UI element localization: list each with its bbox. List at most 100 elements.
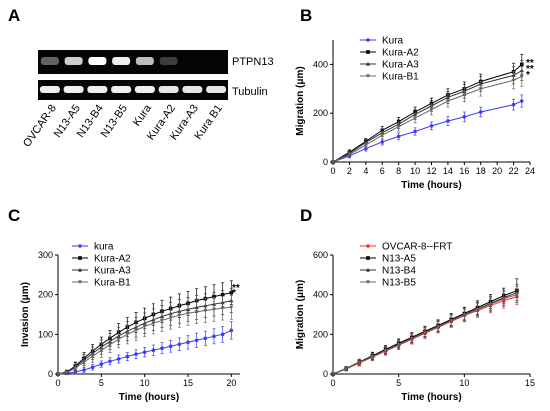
chart-point — [449, 319, 454, 324]
series-line — [332, 70, 523, 163]
chart-point — [151, 321, 156, 326]
x-tick-label: 12 — [426, 166, 436, 176]
chart-point — [194, 338, 199, 343]
chart-point — [347, 153, 352, 157]
chart-point — [380, 133, 385, 138]
chart-point — [90, 365, 95, 370]
chart-point — [177, 313, 182, 318]
chart-point — [168, 316, 173, 320]
y-tick-label: 200 — [38, 290, 53, 300]
series-line — [332, 76, 522, 163]
chart-point — [363, 143, 368, 148]
chart-point — [366, 50, 370, 54]
chart-point — [429, 124, 434, 128]
x-tick-label: 15 — [525, 378, 535, 388]
x-tick-label: 0 — [330, 378, 335, 388]
x-tick-label: 8 — [396, 166, 401, 176]
chart-point — [519, 99, 524, 103]
chart-point — [229, 305, 234, 310]
chart-point — [177, 342, 182, 347]
legend-label: Kura-A3 — [382, 60, 419, 71]
chart-point — [366, 280, 370, 285]
x-tick-label: 10 — [410, 166, 420, 176]
x-tick-label: 5 — [396, 378, 401, 388]
chart-point — [488, 302, 493, 307]
x-axis-title: Time (hours) — [401, 392, 461, 403]
series-line — [332, 100, 522, 163]
panel-c-letter: C — [8, 206, 21, 225]
gel-band-ptpn13 — [40, 57, 59, 65]
chart-point — [168, 344, 173, 349]
x-tick-label: 0 — [330, 166, 335, 176]
chart-point — [380, 140, 385, 144]
x-tick-label: 16 — [459, 166, 469, 176]
y-tick-label: 0 — [323, 157, 328, 167]
x-tick-label: 0 — [55, 378, 60, 388]
chart-point — [78, 256, 82, 260]
x-tick-label: 10 — [140, 378, 150, 388]
chart-point — [366, 61, 370, 66]
chart-point — [160, 318, 164, 323]
chart-point — [344, 367, 349, 372]
chart-point — [90, 354, 95, 359]
chart-point — [220, 306, 225, 311]
x-tick-label: 15 — [183, 378, 193, 388]
series-3 — [331, 66, 524, 165]
chart-point — [78, 280, 82, 285]
gel-band-ptpn13 — [88, 57, 107, 65]
chart-point — [212, 334, 216, 339]
y-tick-label: 200 — [313, 329, 328, 339]
chart-point — [422, 331, 427, 335]
chart-point — [413, 129, 417, 134]
legend-label: kura — [94, 242, 114, 253]
legend-label: N13-A5 — [382, 254, 416, 265]
chart-point — [475, 307, 480, 312]
chart-point — [331, 160, 335, 165]
chart-point — [186, 311, 190, 316]
chart-point — [212, 307, 216, 312]
gel-band-tubulin — [206, 86, 227, 93]
panel-a-letter: A — [8, 6, 21, 25]
gel-band-ptpn13 — [159, 57, 178, 65]
gel-band-tubulin — [87, 86, 108, 93]
y-tick-label: 0 — [48, 369, 53, 379]
y-tick-label: 300 — [38, 250, 53, 260]
x-tick-label: 14 — [443, 166, 453, 176]
x-tick-label: 10 — [459, 378, 469, 388]
y-tick-label: 0 — [323, 369, 328, 379]
chart-point — [134, 352, 138, 356]
chart-point — [186, 340, 190, 345]
chart-point — [478, 87, 483, 91]
gel-band-tubulin — [182, 86, 203, 93]
y-tick-label: 600 — [313, 250, 328, 260]
legend-label: Kura — [382, 36, 404, 47]
chart-point — [396, 134, 401, 139]
chart-point — [511, 78, 516, 83]
y-tick-label: 400 — [313, 290, 328, 300]
chart-point — [396, 125, 401, 129]
chart-point — [478, 110, 483, 114]
gel-band-tubulin — [111, 86, 132, 93]
chart-point — [366, 256, 370, 260]
chart-point — [519, 75, 524, 79]
chart-point — [151, 348, 156, 353]
legend-label: Kura-A2 — [94, 254, 131, 265]
legend-label: Kura-A2 — [382, 48, 419, 59]
chart-point — [142, 350, 147, 354]
y-tick-label: 400 — [313, 59, 328, 69]
x-tick-label: 24 — [525, 166, 535, 176]
chart-point — [366, 267, 370, 272]
legend-label: Kura-B1 — [382, 72, 419, 83]
chart-point — [116, 357, 121, 361]
chart-point — [78, 244, 82, 248]
chart-point — [82, 360, 86, 365]
chart-point — [462, 313, 467, 318]
chart-point — [462, 93, 467, 98]
chart-point — [429, 107, 434, 112]
x-tick-label: 20 — [492, 166, 502, 176]
chart-point — [445, 99, 450, 104]
gel-band-tubulin — [63, 86, 84, 93]
